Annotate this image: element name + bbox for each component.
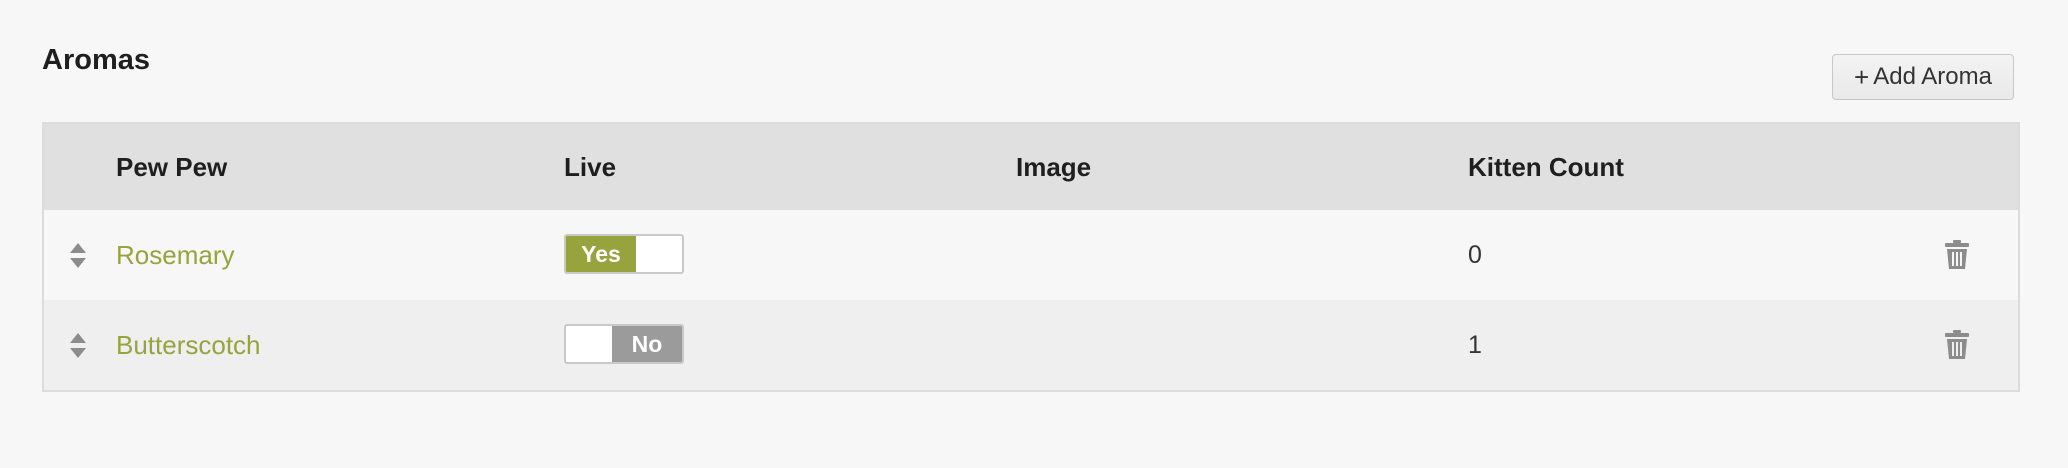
live-toggle-no: No xyxy=(612,326,682,362)
column-header-name: Pew Pew xyxy=(116,151,228,182)
table-header: Pew Pew Live Image Kitten Count xyxy=(44,124,2018,210)
aroma-name-link[interactable]: Butterscotch xyxy=(116,329,261,360)
live-toggle-yes: Yes xyxy=(566,236,636,272)
kitten-count-value: 1 xyxy=(1468,330,1482,359)
kitten-count-value: 0 xyxy=(1468,240,1482,269)
live-toggle[interactable]: Yes xyxy=(564,234,684,274)
aroma-name-link[interactable]: Rosemary xyxy=(116,239,235,270)
column-header-kitten-count: Kitten Count xyxy=(1468,151,1624,182)
delete-button[interactable] xyxy=(1944,300,1970,390)
plus-icon: + xyxy=(1854,62,1870,92)
add-aroma-button[interactable]: + Add Aroma xyxy=(1832,54,2014,100)
table-row: Rosemary Yes 0 xyxy=(44,210,2018,300)
sort-up-icon xyxy=(70,242,86,253)
add-aroma-button-label: Add Aroma xyxy=(1873,63,1992,90)
sort-handle-icon[interactable] xyxy=(70,300,86,390)
sort-down-icon xyxy=(70,257,86,268)
column-header-image: Image xyxy=(1016,151,1092,182)
trash-icon xyxy=(1945,330,1969,359)
live-toggle[interactable]: No xyxy=(564,324,684,364)
column-header-live: Live xyxy=(564,151,617,182)
sort-up-icon xyxy=(70,332,86,343)
delete-button[interactable] xyxy=(1944,210,1970,300)
page-title: Aromas xyxy=(42,44,150,76)
sort-handle-icon[interactable] xyxy=(70,210,86,300)
trash-icon xyxy=(1945,240,1969,269)
aromas-table: Pew Pew Live Image Kitten Count Rosemary… xyxy=(42,122,2020,392)
table-row: Butterscotch No 1 xyxy=(44,300,2018,390)
sort-down-icon xyxy=(70,347,86,358)
